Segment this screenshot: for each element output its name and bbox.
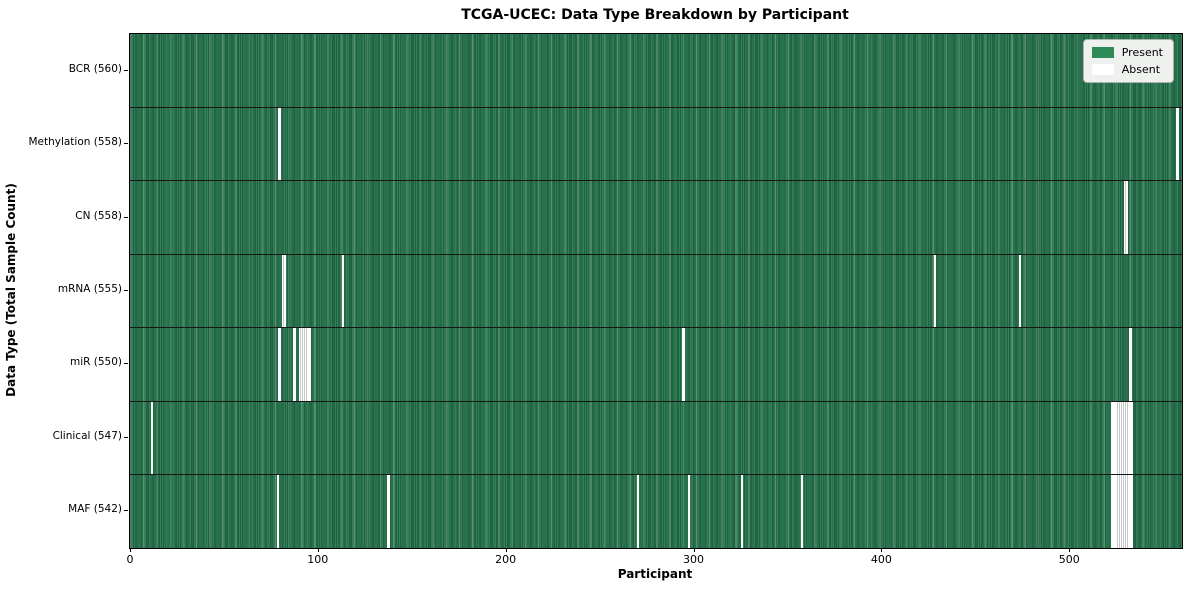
absent-mark — [637, 475, 640, 548]
absent-mark — [1118, 475, 1121, 548]
y-tick — [124, 143, 128, 145]
legend-label-present: Present — [1121, 46, 1163, 59]
x-tick — [129, 548, 131, 552]
absent-mark — [1018, 254, 1021, 328]
x-tick — [505, 548, 507, 552]
absent-mark — [687, 475, 691, 548]
x-tick — [881, 548, 883, 552]
absent-mark — [150, 401, 153, 475]
absent-mark — [1127, 401, 1130, 475]
x-tick-label-500: 500 — [1058, 553, 1080, 566]
absent-mark — [1123, 401, 1126, 475]
absent-mark — [1120, 401, 1123, 475]
x-tick-label-300: 300 — [683, 553, 704, 566]
heatmap-row-Clinical — [130, 400, 1182, 475]
absent-mark — [284, 254, 287, 328]
y-tick — [124, 216, 128, 218]
y-tick — [124, 363, 128, 365]
x-tick-label-0: 0 — [126, 553, 134, 566]
absent-mark — [1131, 401, 1134, 475]
y-tick-label-MAF: MAF (542) — [68, 503, 122, 516]
y-tick-label-BCR: BCR (560) — [68, 62, 122, 75]
absent-mark — [1121, 401, 1125, 475]
x-tick — [693, 548, 695, 552]
absent-mark — [1127, 475, 1130, 548]
absent-mark — [308, 328, 311, 401]
y-tick — [124, 510, 128, 512]
legend-item-absent: Absent — [1091, 63, 1163, 76]
x-tick-label-100: 100 — [307, 553, 329, 566]
absent-mark — [1118, 401, 1121, 475]
absent-mark — [1176, 107, 1179, 181]
heatmap-row-CN — [130, 180, 1182, 254]
y-tick — [124, 436, 128, 438]
heatmap-row-miR — [130, 327, 1182, 401]
legend-item-present: Present — [1091, 46, 1163, 59]
absent-mark — [740, 475, 743, 548]
x-axis-label: Participant — [617, 567, 693, 581]
absent-mark — [1116, 475, 1119, 548]
absent-mark — [1125, 475, 1128, 548]
absent-mark — [1110, 401, 1113, 475]
absent-mark — [282, 254, 285, 328]
y-tick — [124, 69, 128, 71]
absent-mark — [304, 328, 307, 401]
absent-mark — [1131, 475, 1134, 548]
chart-title: TCGA-UCEC: Data Type Breakdown by Partic… — [461, 7, 849, 23]
x-tick — [1069, 548, 1071, 552]
y-tick-label-CN: CN (558) — [75, 209, 122, 222]
absent-mark — [800, 475, 803, 548]
absent-mark — [1125, 401, 1128, 475]
present-swatch — [1091, 47, 1114, 58]
y-tick-label-mRNA: mRNA (555) — [57, 283, 122, 295]
heatmap-row-Methylation — [130, 106, 1182, 181]
x-tick-label-200: 200 — [495, 553, 517, 566]
absent-mark — [1129, 401, 1132, 475]
y-tick — [124, 290, 128, 291]
legend-label-absent: Absent — [1121, 63, 1161, 76]
absent-mark — [1114, 401, 1117, 475]
absent-mark — [299, 328, 302, 401]
absent-swatch — [1091, 64, 1114, 75]
absent-mark — [934, 254, 937, 328]
absent-mark — [1112, 475, 1115, 548]
heatmap-row-MAF — [130, 474, 1182, 548]
absent-mark — [300, 328, 304, 401]
absent-mark — [276, 475, 279, 548]
absent-mark — [1110, 475, 1113, 548]
plot-area — [129, 33, 1183, 549]
x-tick — [317, 548, 319, 552]
absent-mark — [387, 475, 390, 548]
heatmap-row-BCR — [130, 34, 1182, 107]
absent-mark — [1121, 475, 1125, 548]
absent-mark — [278, 107, 281, 181]
y-tick-label-miR: miR (550) — [69, 356, 122, 369]
absent-mark — [293, 328, 296, 401]
absent-mark — [1120, 475, 1123, 548]
absent-mark — [302, 328, 306, 401]
absent-mark — [1129, 328, 1132, 401]
y-tick-label-Methylation: Methylation (558) — [28, 136, 122, 149]
absent-mark — [1125, 181, 1128, 254]
absent-mark — [306, 328, 309, 401]
absent-mark — [1129, 475, 1132, 548]
absent-mark — [278, 328, 281, 401]
legend: Present Absent — [1082, 39, 1174, 83]
absent-mark — [1123, 181, 1126, 254]
absent-mark — [1123, 475, 1126, 548]
absent-mark — [342, 254, 345, 328]
absent-mark — [682, 328, 685, 401]
absent-mark — [1116, 401, 1119, 475]
heatmap-row-mRNA — [130, 253, 1182, 328]
absent-mark — [1112, 401, 1115, 475]
x-tick-label-400: 400 — [870, 553, 892, 566]
y-tick-label-Clinical: Clinical (547) — [52, 429, 122, 442]
absent-mark — [1114, 475, 1117, 548]
